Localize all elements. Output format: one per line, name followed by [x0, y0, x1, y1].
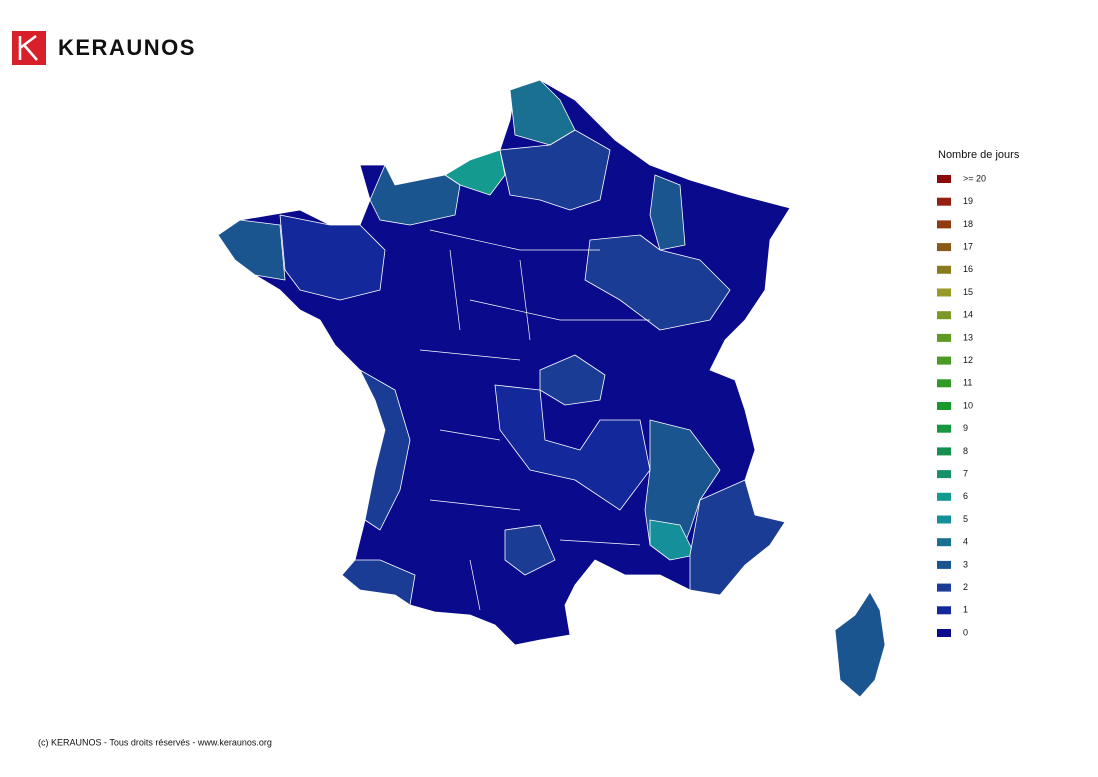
legend-label: 2	[963, 582, 968, 592]
legend-label: 14	[963, 310, 973, 320]
legend-swatch	[937, 288, 951, 297]
legend-label: 17	[963, 241, 973, 251]
legend-label: 16	[963, 264, 973, 274]
legend-label: 10	[963, 400, 973, 410]
legend-label: 0	[963, 627, 968, 637]
legend-label: 7	[963, 468, 968, 478]
legend-swatch	[937, 629, 951, 637]
legend-swatch	[937, 265, 951, 274]
legend-label: 13	[963, 332, 973, 342]
legend-swatch	[937, 470, 951, 479]
region	[504, 524, 556, 576]
legend-title: Nombre de jours	[938, 149, 1020, 161]
legend-swatch	[937, 583, 951, 592]
region	[649, 174, 686, 251]
legend-swatch	[937, 402, 951, 410]
legend-label: 5	[963, 514, 968, 524]
region	[509, 79, 576, 146]
region	[279, 214, 386, 301]
corsica	[834, 591, 886, 698]
region	[359, 369, 411, 531]
legend-label: 15	[963, 287, 973, 297]
legend-label: 12	[963, 355, 973, 365]
legend-swatch	[937, 606, 951, 615]
legend-label: 11	[963, 378, 972, 388]
footer: (c) KERAUNOS - Tous droits réservés - ww…	[38, 737, 272, 747]
region	[369, 164, 461, 226]
legend-swatch	[937, 447, 951, 456]
legend-label: >= 20	[963, 173, 986, 183]
legend-swatch	[937, 220, 951, 229]
france-map	[217, 79, 886, 698]
legend-swatch	[937, 379, 951, 388]
legend: Nombre de jours >= 201918171615141312111…	[937, 149, 1020, 637]
logo-icon	[12, 31, 46, 65]
legend-label: 1	[963, 605, 968, 615]
logo-k	[18, 35, 38, 61]
region	[584, 234, 731, 331]
legend-swatch	[937, 311, 951, 320]
region	[217, 219, 286, 281]
legend-label: 3	[963, 559, 968, 569]
legend-swatch	[937, 333, 951, 342]
legend-swatch	[937, 515, 951, 524]
legend-label: 8	[963, 446, 968, 456]
region	[649, 519, 696, 561]
legend-label: 9	[963, 423, 968, 433]
legend-swatch	[937, 243, 951, 252]
legend-swatch	[937, 356, 951, 365]
legend-swatch	[937, 538, 951, 547]
region	[689, 479, 786, 596]
region	[494, 384, 651, 511]
legend-swatch	[937, 175, 951, 183]
legend-swatch	[937, 424, 951, 433]
logo: KERAUNOS	[12, 31, 196, 65]
legend-swatch	[937, 560, 951, 569]
legend-label: 18	[963, 219, 973, 229]
department-borders	[419, 229, 650, 611]
brand: KERAUNOS	[58, 35, 196, 60]
legend-label: 4	[963, 537, 968, 547]
legend-swatch	[937, 197, 951, 206]
legend-swatch	[937, 492, 951, 501]
region	[341, 559, 416, 606]
legend-label: 6	[963, 491, 968, 501]
region	[499, 129, 611, 211]
legend-label: 19	[963, 196, 973, 206]
